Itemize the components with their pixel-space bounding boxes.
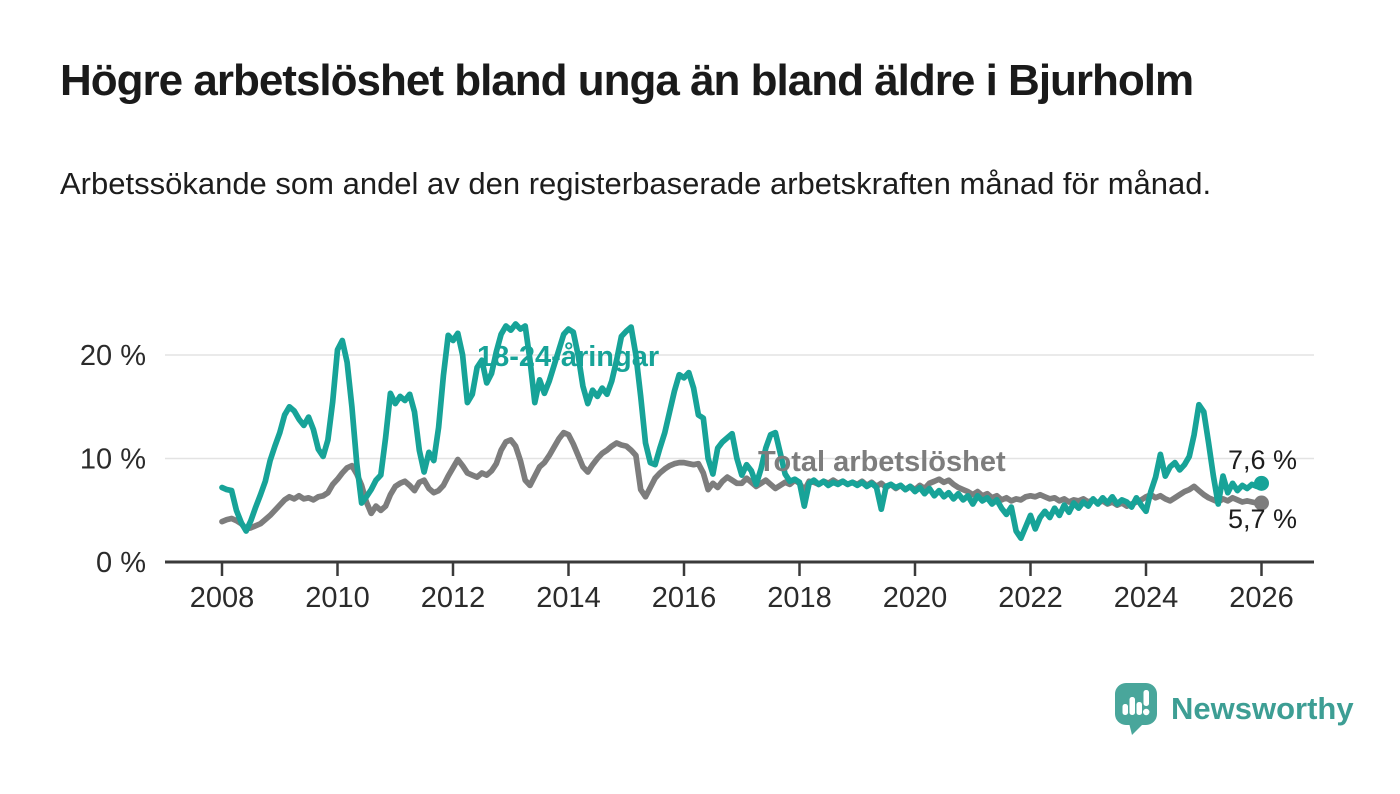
chart-subtitle: Arbetssökande som andel av den registerb…	[60, 166, 1212, 201]
end-dot-18-24-ringar	[1254, 475, 1269, 491]
x-axis-label: 2020	[883, 582, 948, 614]
y-axis-label: 0 %	[96, 547, 146, 579]
x-axis-label: 2024	[1114, 582, 1179, 614]
x-axis-label: 2014	[536, 582, 601, 614]
series-label-youth: 18-24-åringar	[477, 341, 659, 373]
x-axis-label: 2026	[1229, 582, 1294, 614]
end-value-label-youth: 7,6 %	[1228, 445, 1297, 475]
x-axis-label: 2016	[652, 582, 717, 614]
end-dot-total-arbetsl-shet	[1254, 495, 1269, 511]
series-line-18-24-ringar	[219, 321, 1265, 542]
y-axis-label: 10 %	[80, 444, 146, 476]
end-value-label-total: 5,7 %	[1228, 504, 1297, 534]
y-axis-label: 20 %	[80, 340, 146, 372]
series-lines	[219, 321, 1269, 542]
x-axis-label: 2010	[305, 582, 370, 614]
gridlines-and-y-axis: 20 % 10 % 0 %	[80, 340, 1314, 579]
newsworthy-logo-text: Newsworthy	[1171, 691, 1354, 726]
newsworthy-bar-chart-speech-bubble-icon	[1115, 683, 1157, 735]
newsworthy-logo: Newsworthy	[1114, 682, 1354, 736]
x-axis-label: 2012	[421, 582, 486, 614]
x-axis-label: 2022	[998, 582, 1063, 614]
chart-title: Högre arbetslöshet bland unga än bland ä…	[60, 56, 1194, 105]
x-axis: 2008 2010 2012 2014 2016 2018 2020 2022 2024 2026	[190, 563, 1294, 614]
x-axis-label: 2008	[190, 582, 255, 614]
x-axis-label: 2018	[767, 582, 832, 614]
series-label-total: Total arbetslöshet	[758, 446, 1006, 478]
